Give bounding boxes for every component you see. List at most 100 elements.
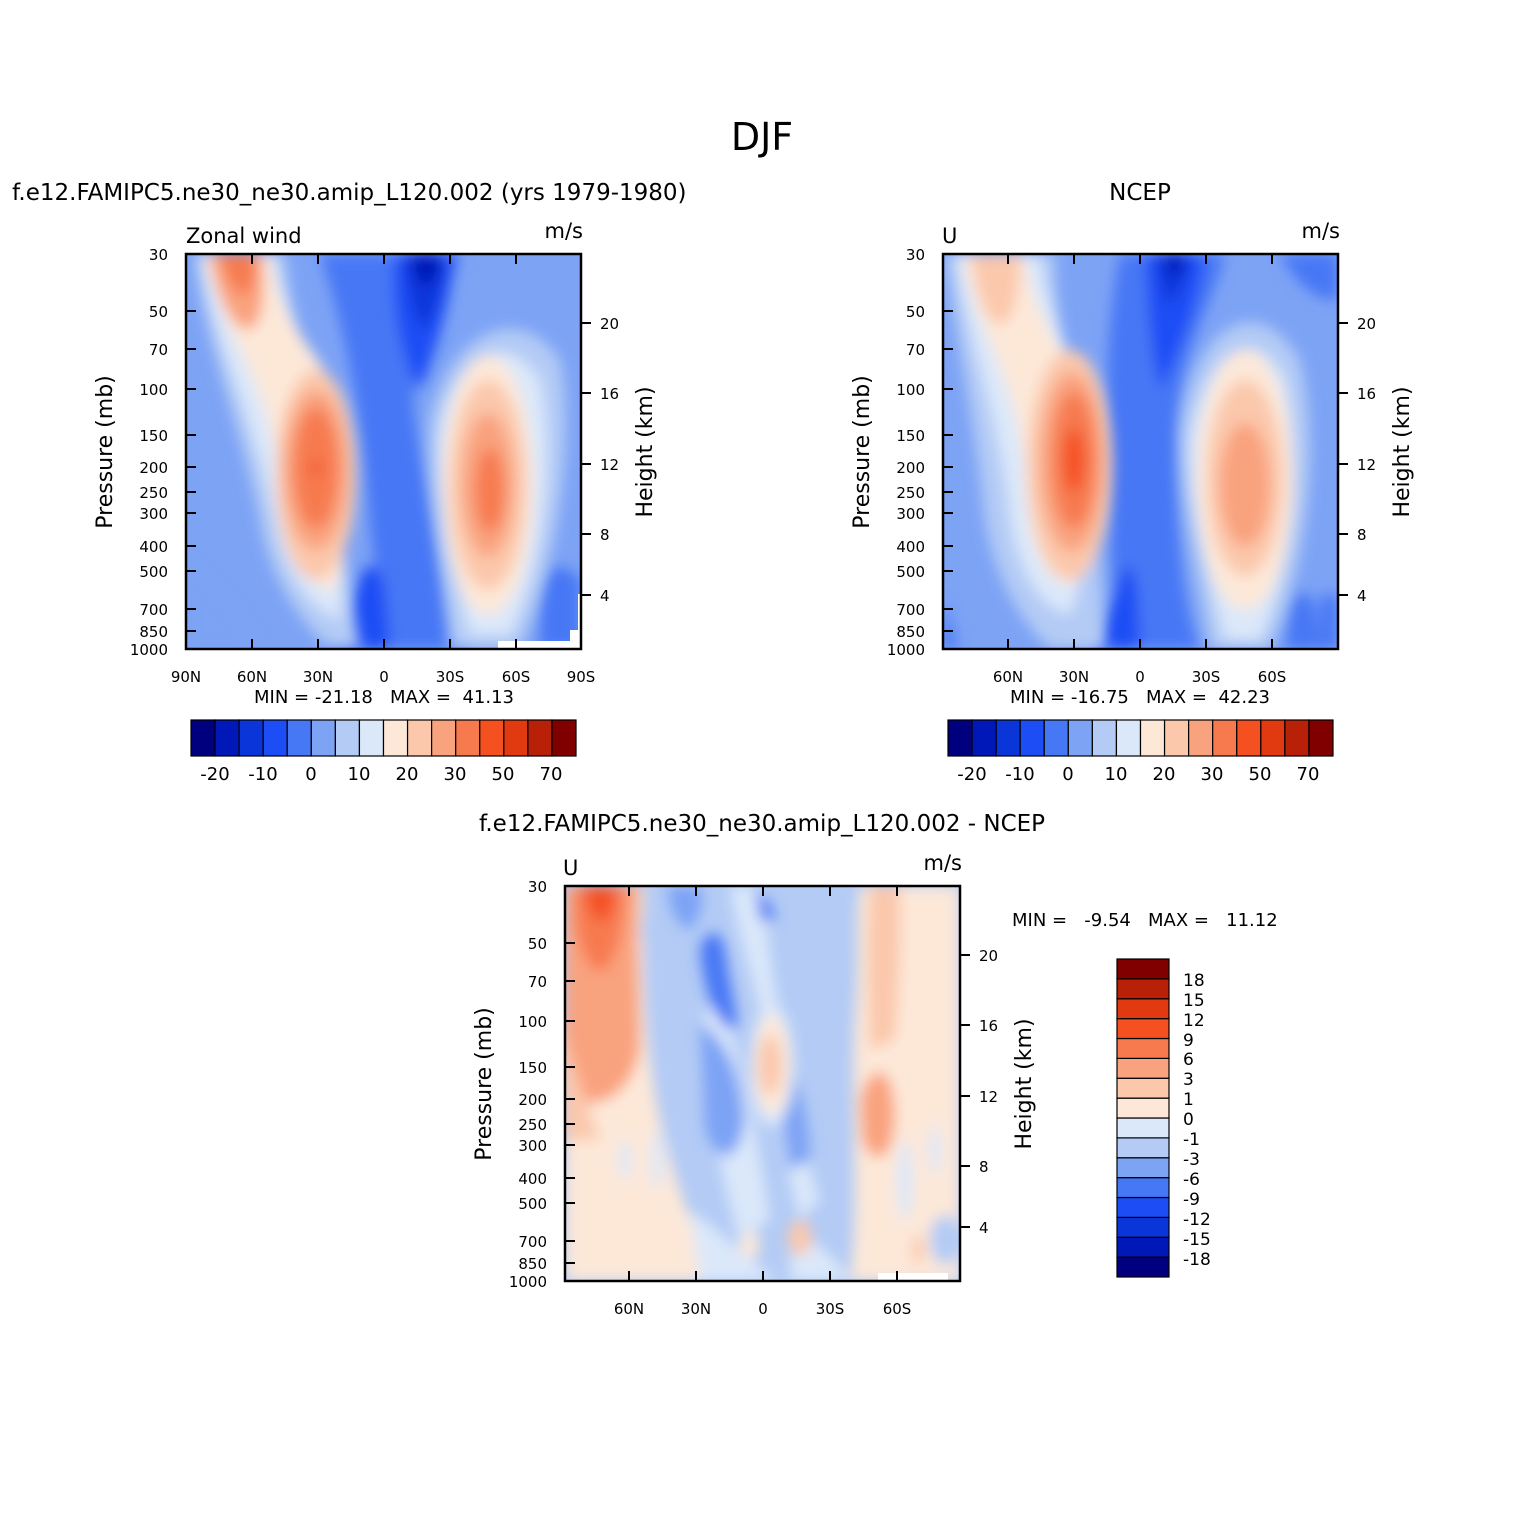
y-tick-label: 150 — [518, 1059, 547, 1077]
y-tick-label: 100 — [518, 1013, 547, 1031]
y-tick-label: 850 — [896, 623, 925, 641]
colorbar-swatch — [431, 719, 457, 757]
colorbar-swatch — [1043, 719, 1069, 757]
x-tick-label: 60N — [614, 1300, 644, 1318]
colorbar-swatch — [1116, 1256, 1170, 1278]
page-title: DJF — [731, 115, 793, 159]
colorbar-swatch — [1116, 1018, 1170, 1040]
y-tick-label: 150 — [139, 427, 168, 445]
y-tick-label: 300 — [518, 1137, 547, 1155]
y-tick-label: 200 — [896, 459, 925, 477]
y-tick-label: 200 — [518, 1091, 547, 1109]
y2-tick-labels: 20 16 12 8 4 — [1357, 315, 1376, 605]
y-tick-label: 70 — [149, 341, 168, 359]
colorbar-swatch — [334, 719, 361, 757]
colorbar-swatch — [1260, 719, 1286, 757]
colorbar-swatch — [1163, 719, 1190, 757]
colorbar-swatch — [1188, 719, 1214, 757]
colorbar-swatch — [1212, 719, 1238, 757]
y-tick-label: 400 — [139, 538, 168, 556]
colorbar — [947, 719, 1334, 757]
x-tick-label: 0 — [758, 1300, 768, 1318]
colorbar-swatch — [1284, 719, 1310, 757]
y-tick-label: 70 — [906, 341, 925, 359]
minmax-stats: MIN = -16.75 MAX = 42.23 — [1010, 687, 1270, 708]
x-tick-label: 30N — [1059, 668, 1089, 686]
colorbar-swatch — [551, 719, 577, 757]
colorbar-swatch — [310, 719, 336, 757]
y2-tick-label: 20 — [600, 315, 619, 333]
colorbar-swatch — [262, 719, 288, 757]
colorbar-label: -10 — [248, 764, 277, 785]
colorbar-swatch — [214, 719, 240, 757]
colorbar-label: -6 — [1183, 1170, 1200, 1190]
y-tick-label: 50 — [149, 303, 168, 321]
colorbar-label: 10 — [348, 764, 371, 785]
colorbar-swatch — [1116, 1177, 1170, 1199]
colorbar-swatch — [1115, 719, 1142, 757]
colorbar-swatch — [1116, 1117, 1170, 1139]
y-tick-label: 500 — [139, 563, 168, 581]
colorbar-swatch — [527, 719, 553, 757]
y-tick-label: 70 — [528, 973, 547, 991]
y-axis-label: Pressure (mb) — [472, 1007, 497, 1161]
panel-left-label: U — [942, 224, 957, 248]
minmax-stats: MIN = -21.18 MAX = 41.13 — [254, 687, 514, 708]
y-tick-label: 400 — [518, 1170, 547, 1188]
colorbar-label: 1 — [1183, 1090, 1194, 1110]
y-tick-label: 30 — [906, 246, 925, 264]
x-tick-labels: 60N 30N 0 30S 60S — [993, 668, 1286, 686]
x-tick-label: 0 — [1135, 668, 1145, 686]
panel-left-label: U — [563, 856, 578, 880]
y-tick-label: 300 — [896, 505, 925, 523]
x-tick-label: 30N — [303, 668, 333, 686]
colorbar-swatch — [382, 719, 409, 757]
x-tick-label: 60S — [1258, 668, 1287, 686]
colorbar-label: 0 — [1062, 764, 1073, 785]
colorbar-swatch — [1116, 1157, 1170, 1179]
y-tick-label: 850 — [139, 623, 168, 641]
y2-tick-label: 4 — [1357, 587, 1367, 605]
colorbar-label: -12 — [1183, 1210, 1211, 1230]
colorbar-swatch — [286, 719, 312, 757]
y-tick-labels: 30 50 70 100 150 200 250 300 400 500 700… — [509, 878, 547, 1291]
colorbar-swatch — [1116, 1057, 1170, 1079]
axis-ticks — [943, 254, 1348, 649]
contour-field — [943, 254, 1338, 649]
panel-left-label: Zonal wind — [186, 224, 302, 248]
colorbar-label: 50 — [1249, 764, 1272, 785]
y2-tick-label: 8 — [600, 526, 610, 544]
colorbar-label: 20 — [396, 764, 419, 785]
y-tick-label: 250 — [139, 484, 168, 502]
y-tick-label: 700 — [896, 601, 925, 619]
colorbar-swatch — [1116, 1077, 1170, 1099]
colorbar-swatch — [503, 719, 529, 757]
y-tick-label: 30 — [149, 246, 168, 264]
panel-units-label: m/s — [545, 219, 583, 243]
y2-tick-label: 8 — [979, 1158, 989, 1176]
y-tick-label: 700 — [518, 1233, 547, 1251]
colorbar-swatch — [1139, 719, 1166, 757]
y-tick-label: 1000 — [509, 1273, 547, 1291]
x-tick-labels: 60N 30N 0 30S 60S — [614, 1300, 911, 1318]
colorbar-swatch — [406, 719, 433, 757]
colorbar-label: -20 — [200, 764, 229, 785]
y-tick-label: 200 — [139, 459, 168, 477]
x-tick-label: 60N — [993, 668, 1023, 686]
y2-axis-label: Height (km) — [1012, 1018, 1037, 1149]
colorbar-labels: -20 -10 0 10 20 30 50 70 — [957, 764, 1319, 785]
colorbar-swatch — [1116, 978, 1170, 1000]
colorbar-swatch — [1116, 1236, 1170, 1258]
colorbar-swatch — [1019, 719, 1045, 757]
y-tick-label: 1000 — [130, 641, 168, 659]
y2-tick-labels: 20 16 12 8 4 — [979, 947, 998, 1237]
colorbar-label: 6 — [1183, 1050, 1194, 1070]
y-tick-label: 150 — [896, 427, 925, 445]
colorbar-swatch — [947, 719, 973, 757]
colorbar-label: 0 — [1183, 1110, 1194, 1130]
y2-axis-label: Height (km) — [633, 386, 658, 517]
y-tick-label: 50 — [906, 303, 925, 321]
y2-tick-label: 12 — [979, 1088, 998, 1106]
x-tick-label: 30N — [681, 1300, 711, 1318]
